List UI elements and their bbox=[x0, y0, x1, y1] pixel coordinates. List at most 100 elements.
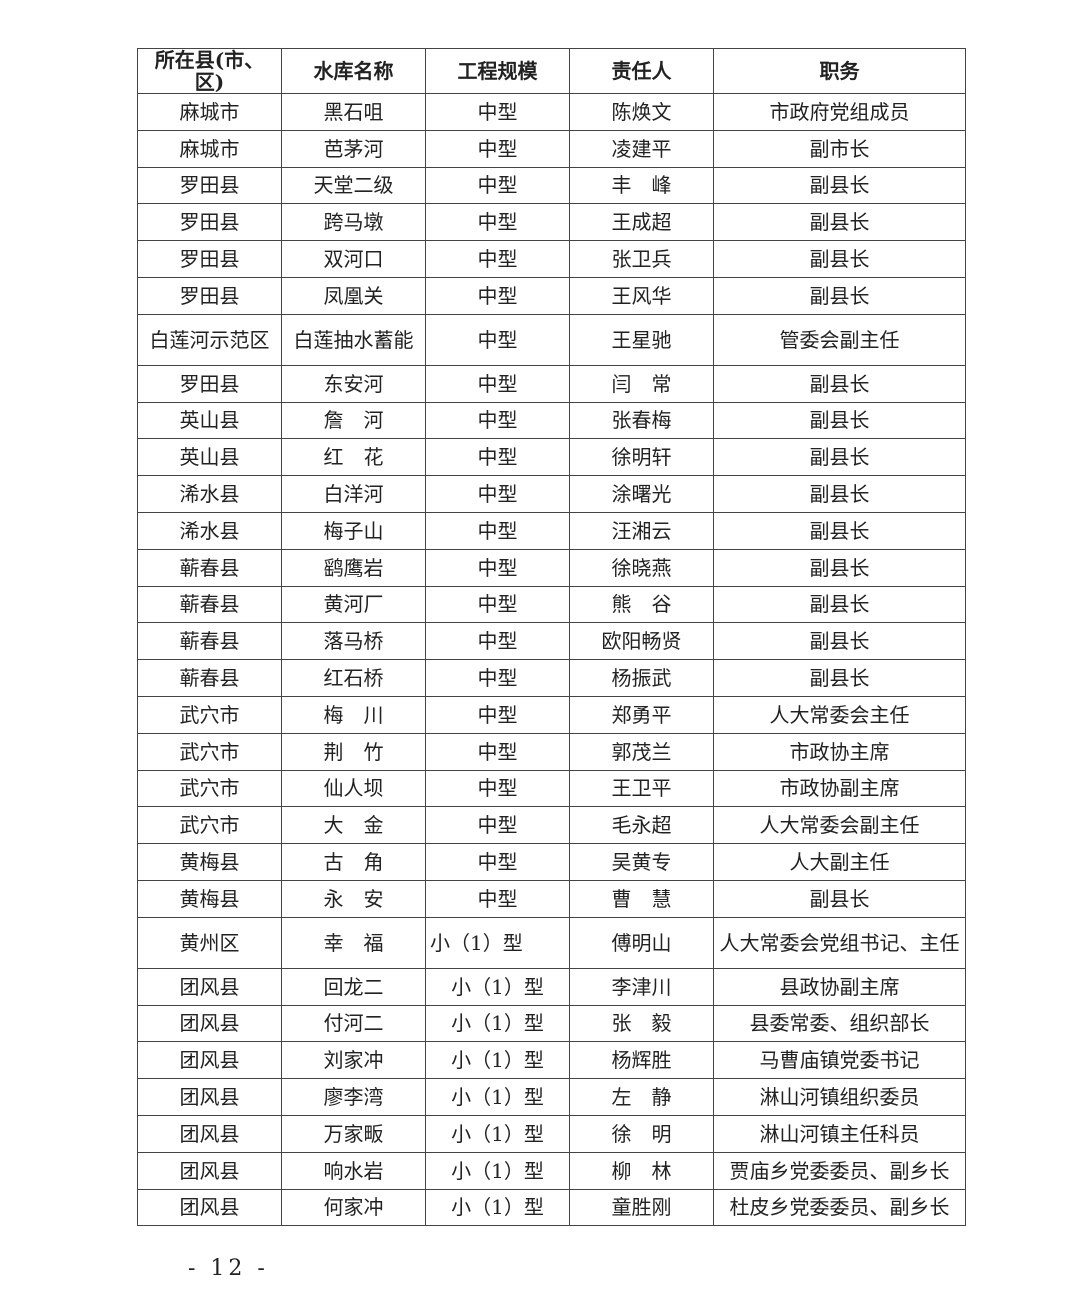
cell-position: 副县长 bbox=[713, 364, 966, 403]
cell-position: 副县长 bbox=[713, 438, 966, 477]
cell-county: 麻城市 bbox=[137, 93, 282, 131]
cell-person: 王卫平 bbox=[569, 769, 714, 808]
cell-scale: 中型 bbox=[425, 806, 570, 845]
cell-position: 市政府党组成员 bbox=[713, 93, 966, 131]
table-row: 浠水县 梅子山 中型 汪湘云 副县长 bbox=[137, 511, 966, 550]
cell-person: 闫 常 bbox=[569, 364, 714, 403]
table-row: 黄梅县永 安中型曹 慧副县长 bbox=[137, 879, 966, 918]
cell-person: 毛永超 bbox=[569, 806, 714, 845]
cell-county: 武穴市 bbox=[137, 732, 282, 771]
cell-county: 罗田县 bbox=[137, 240, 282, 278]
table-row: 团风县 付河二 小（1）型张 毅县委常委、组织部长 bbox=[137, 1004, 966, 1043]
table-row: 蕲春县 落马桥 中型 欧阳畅贤 副县长 bbox=[137, 622, 966, 661]
cell-person: 王星驰 bbox=[569, 313, 714, 366]
cell-scale: 小（1）型 bbox=[425, 1114, 570, 1153]
cell-person: 丰 峰 bbox=[569, 166, 714, 205]
cell-county: 团风县 bbox=[137, 1004, 282, 1043]
cell-person: 涂曙光 bbox=[569, 475, 714, 513]
cell-position: 市政协主席 bbox=[713, 732, 966, 771]
cell-county: 黄州区 bbox=[137, 916, 282, 969]
cell-scale: 中型 bbox=[425, 585, 570, 624]
cell-reservoir: 古 角 bbox=[281, 843, 426, 881]
cell-reservoir: 刘家冲 bbox=[281, 1041, 426, 1080]
cell-scale: 小（1）型 bbox=[425, 1078, 570, 1116]
cell-reservoir: 响水岩 bbox=[281, 1151, 426, 1190]
header-scale: 工程规模 bbox=[425, 48, 570, 94]
table-row: 英山县红 花中型 徐明轩 副县长 bbox=[137, 438, 966, 477]
cell-person: 郑勇平 bbox=[569, 695, 714, 734]
table-row: 浠水县 白洋河 中型 涂曙光 副县长 bbox=[137, 475, 966, 513]
cell-scale: 中型 bbox=[425, 276, 570, 315]
cell-reservoir: 幸 福 bbox=[281, 916, 426, 969]
cell-person: 曹 慧 bbox=[569, 879, 714, 918]
cell-position: 副县长 bbox=[713, 659, 966, 697]
cell-county: 团风县 bbox=[137, 967, 282, 1006]
table-row: 武穴市荆 竹中型 郭茂兰 市政协主席 bbox=[137, 732, 966, 771]
cell-reservoir: 万家畈 bbox=[281, 1114, 426, 1153]
cell-person: 张卫兵 bbox=[569, 240, 714, 278]
table-row: 黄州区幸 福小（1）型 傅明山 人大常委会党组书记、主任 bbox=[137, 916, 966, 969]
cell-scale: 中型 bbox=[425, 313, 570, 366]
table-row: 黄梅县古 角中型 吴黄专 人大副主任 bbox=[137, 843, 966, 881]
cell-county: 蕲春县 bbox=[137, 659, 282, 697]
cell-position: 副县长 bbox=[713, 240, 966, 278]
table-header-row: 所在县(市、区) 水库名称 工程规模 责任人 职务 bbox=[137, 48, 966, 94]
cell-scale: 小（1）型 bbox=[425, 1004, 570, 1043]
cell-scale: 中型 bbox=[425, 695, 570, 734]
cell-position: 人大常委会主任 bbox=[713, 695, 966, 734]
table-row: 白莲河示范区 白莲抽水蓄能 中型 王星驰 管委会副主任 bbox=[137, 313, 966, 366]
cell-county: 麻城市 bbox=[137, 129, 282, 168]
table-row: 麻城市 芭茅河 中型 凌建平 副市长 bbox=[137, 129, 966, 168]
cell-position: 人大常委会副主任 bbox=[713, 806, 966, 845]
cell-position: 淋山河镇组织委员 bbox=[713, 1078, 966, 1116]
cell-person: 徐晓燕 bbox=[569, 548, 714, 587]
cell-scale: 中型 bbox=[425, 659, 570, 697]
cell-scale: 中型 bbox=[425, 843, 570, 881]
cell-scale: 小（1）型 bbox=[425, 1041, 570, 1080]
table-row: 武穴市 仙人坝 中型 王卫平 市政协副主席 bbox=[137, 769, 966, 808]
cell-scale: 中型 bbox=[425, 364, 570, 403]
cell-person: 徐明轩 bbox=[569, 438, 714, 477]
cell-reservoir: 梅子山 bbox=[281, 511, 426, 550]
table-row: 团风县 刘家冲 小（1）型 杨辉胜 马曹庙镇党委书记 bbox=[137, 1041, 966, 1080]
cell-county: 英山县 bbox=[137, 438, 282, 477]
cell-county: 罗田县 bbox=[137, 166, 282, 205]
cell-scale: 小（1）型 bbox=[425, 916, 570, 969]
cell-scale: 中型 bbox=[425, 879, 570, 918]
cell-county: 白莲河示范区 bbox=[137, 313, 282, 366]
cell-county: 团风县 bbox=[137, 1188, 282, 1227]
cell-person: 王风华 bbox=[569, 276, 714, 315]
cell-scale: 中型 bbox=[425, 622, 570, 661]
page-number: - 12 - bbox=[188, 1256, 269, 1281]
header-county: 所在县(市、区) bbox=[137, 48, 282, 94]
cell-position: 副县长 bbox=[713, 166, 966, 205]
cell-reservoir: 双河口 bbox=[281, 240, 426, 278]
cell-reservoir: 落马桥 bbox=[281, 622, 426, 661]
cell-position: 副县长 bbox=[713, 585, 966, 624]
cell-person: 王成超 bbox=[569, 203, 714, 242]
cell-position: 副县长 bbox=[713, 401, 966, 440]
cell-person: 童胜刚 bbox=[569, 1188, 714, 1227]
cell-position: 副县长 bbox=[713, 622, 966, 661]
cell-reservoir: 回龙二 bbox=[281, 967, 426, 1006]
cell-reservoir: 廖李湾 bbox=[281, 1078, 426, 1116]
table-row: 麻城市 黑石咀 中型 陈焕文 市政府党组成员 bbox=[137, 93, 966, 131]
header-position: 职务 bbox=[713, 48, 966, 94]
cell-person: 张春梅 bbox=[569, 401, 714, 440]
cell-reservoir: 何家冲 bbox=[281, 1188, 426, 1227]
cell-scale: 中型 bbox=[425, 166, 570, 205]
cell-position: 副县长 bbox=[713, 879, 966, 918]
cell-position: 人大常委会党组书记、主任 bbox=[713, 916, 966, 969]
cell-position: 县委常委、组织部长 bbox=[713, 1004, 966, 1043]
cell-position: 管委会副主任 bbox=[713, 313, 966, 366]
cell-reservoir: 白洋河 bbox=[281, 475, 426, 513]
cell-scale: 中型 bbox=[425, 129, 570, 168]
cell-county: 蕲春县 bbox=[137, 622, 282, 661]
cell-county: 团风县 bbox=[137, 1151, 282, 1190]
cell-reservoir: 黄河厂 bbox=[281, 585, 426, 624]
cell-position: 副县长 bbox=[713, 276, 966, 315]
cell-person: 吴黄专 bbox=[569, 843, 714, 881]
reservoir-responsibility-table: 所在县(市、区) 水库名称 工程规模 责任人 职务 麻城市 黑石咀 中型 陈焕文 市政府… bbox=[137, 48, 966, 1227]
cell-position: 淋山河镇主任科员 bbox=[713, 1114, 966, 1153]
cell-reservoir: 红 花 bbox=[281, 438, 426, 477]
